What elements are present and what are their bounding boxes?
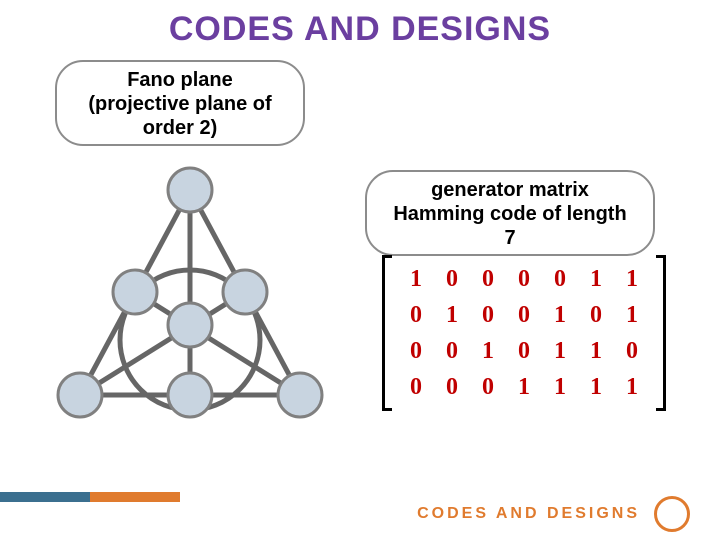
matrix-cell: 0 [398, 297, 434, 333]
fano-node-top [168, 168, 212, 212]
matrix-cell: 0 [506, 333, 542, 369]
matrix-cell: 1 [542, 297, 578, 333]
fano-node-mid-b [168, 373, 212, 417]
matrix-cell: 0 [398, 333, 434, 369]
callout-hamming-line1: generator matrix [381, 178, 639, 202]
footer-right: CODES AND DESIGNS [417, 496, 690, 532]
bracket-left [382, 255, 392, 411]
matrix-cell: 0 [434, 369, 470, 405]
matrix-cell: 0 [470, 297, 506, 333]
fano-node-center [168, 303, 212, 347]
matrix-cell: 1 [614, 261, 650, 297]
matrix-cell: 0 [578, 297, 614, 333]
matrix-cell: 1 [542, 333, 578, 369]
matrix-cell: 0 [434, 261, 470, 297]
fano-node-left [58, 373, 102, 417]
callout-fano: Fano plane (projective plane of order 2) [55, 60, 305, 146]
matrix-cell: 1 [578, 369, 614, 405]
fano-node-mid-l [113, 270, 157, 314]
hamming-generator-matrix: 1000011010010100101100001111 [380, 255, 668, 416]
slide-root: CODES AND DESIGNS Fano plane (projective… [0, 0, 720, 540]
matrix-cell: 0 [470, 261, 506, 297]
callout-fano-line3: order 2) [71, 116, 289, 140]
footer-text: CODES AND DESIGNS [417, 505, 640, 523]
fano-plane-diagram [50, 160, 330, 440]
footer-bar-seg1 [0, 492, 90, 502]
matrix-cell: 1 [506, 369, 542, 405]
matrix-cell: 1 [398, 261, 434, 297]
matrix-cell: 0 [470, 369, 506, 405]
matrix-cell: 1 [614, 369, 650, 405]
matrix-cell: 1 [470, 333, 506, 369]
matrix-cell: 0 [614, 333, 650, 369]
matrix-cell: 1 [614, 297, 650, 333]
callout-hamming: generator matrix Hamming code of length … [365, 170, 655, 256]
callout-hamming-line3: 7 [381, 226, 639, 250]
matrix-cell: 1 [542, 369, 578, 405]
fano-node-right [278, 373, 322, 417]
footer-bar-seg2 [90, 492, 180, 502]
matrix-cell: 0 [506, 297, 542, 333]
bracket-right [656, 255, 666, 411]
matrix-cell: 1 [434, 297, 470, 333]
matrix-cell: 0 [398, 369, 434, 405]
fano-node-mid-r [223, 270, 267, 314]
matrix-cell: 1 [578, 261, 614, 297]
slide-title: CODES AND DESIGNS [0, 10, 720, 49]
callout-fano-line1: Fano plane [71, 68, 289, 92]
matrix-cell: 0 [506, 261, 542, 297]
matrix-cell: 0 [434, 333, 470, 369]
matrix-cell: 1 [578, 333, 614, 369]
callout-hamming-line2: Hamming code of length [381, 202, 639, 226]
matrix-table: 1000011010010100101100001111 [398, 261, 650, 405]
matrix-cell: 0 [542, 261, 578, 297]
footer-circle-icon [654, 496, 690, 532]
callout-fano-line2: (projective plane of [71, 92, 289, 116]
